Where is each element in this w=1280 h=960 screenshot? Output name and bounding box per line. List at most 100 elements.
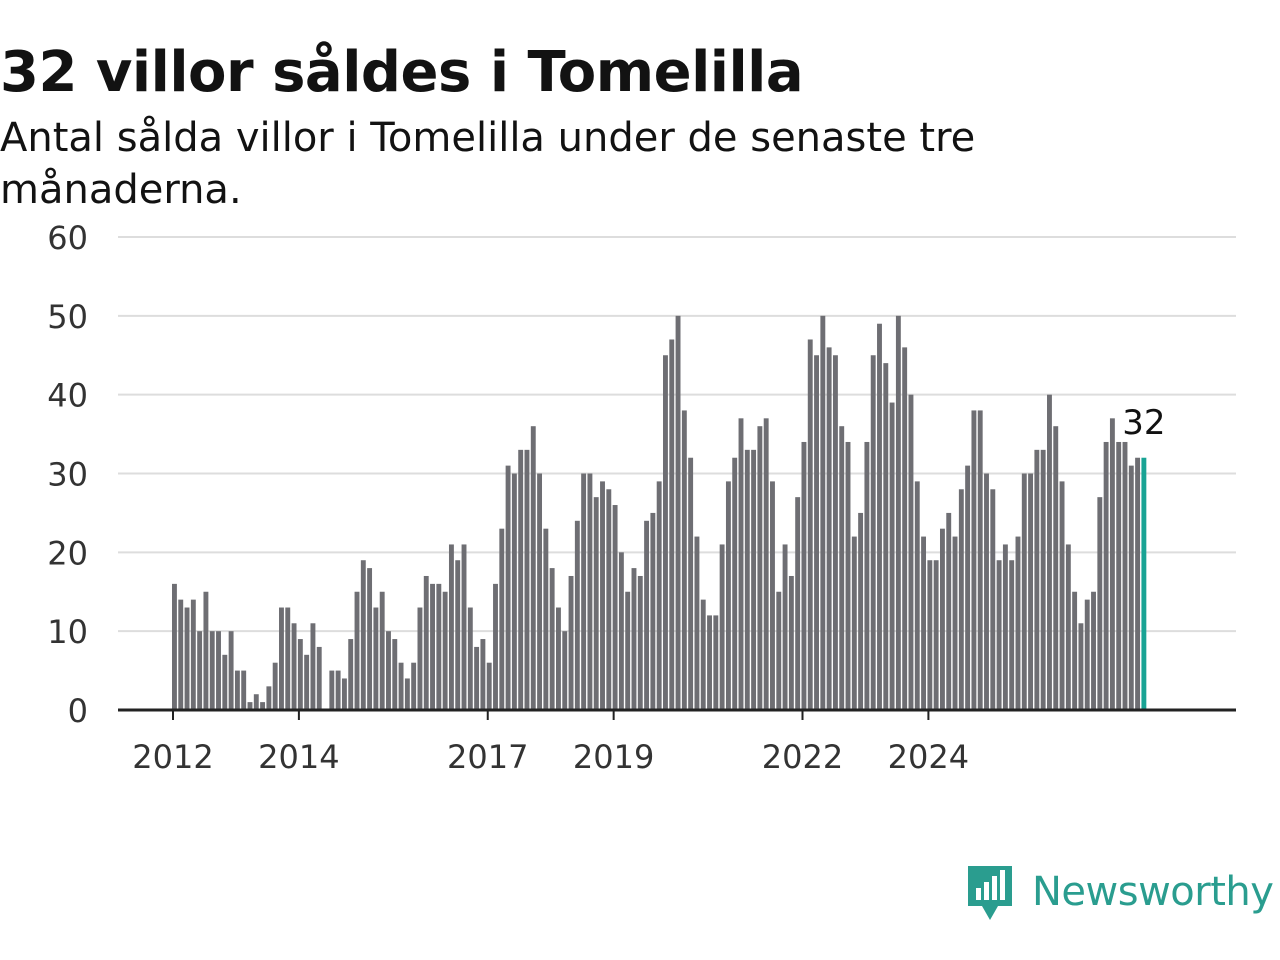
bar: [744, 449, 750, 710]
bar: [222, 654, 228, 710]
bar: [392, 639, 398, 710]
bar: [933, 560, 939, 710]
bar: [688, 457, 694, 710]
bar: [505, 465, 511, 710]
y-axis-labels: 0 10 20 30 40 50 60: [47, 219, 88, 730]
x-tick-label: 2012: [132, 738, 213, 776]
bar: [883, 363, 889, 710]
bar: [467, 607, 473, 710]
bar: [807, 339, 813, 710]
bar: [914, 481, 920, 710]
bar: [285, 607, 291, 710]
bar: [1128, 465, 1134, 710]
y-tick-label: 0: [68, 692, 88, 730]
bar: [329, 670, 335, 710]
bar: [656, 481, 662, 710]
bar: [1084, 599, 1090, 710]
bar: [782, 544, 788, 710]
x-tick-label: 2014: [258, 738, 339, 776]
bar: [436, 583, 442, 710]
x-tick-label: 2019: [573, 738, 654, 776]
bar: [543, 528, 549, 710]
y-tick-label: 20: [47, 534, 88, 572]
bar: [839, 426, 845, 710]
bar: [272, 662, 278, 710]
bar: [1040, 449, 1046, 710]
bar: [379, 591, 385, 710]
bar: [537, 473, 543, 710]
bar: [889, 402, 895, 710]
bar: [474, 646, 480, 710]
bar: [499, 528, 505, 710]
bar: [279, 607, 284, 710]
bar: [184, 607, 190, 710]
bar: [486, 662, 492, 710]
bar: [996, 560, 1002, 710]
bar: [241, 670, 247, 710]
x-tick-label: 2022: [762, 738, 843, 776]
bar: [1135, 457, 1141, 710]
bar-highlight: [1141, 457, 1147, 710]
bar: [568, 575, 574, 710]
bar: [234, 670, 240, 710]
y-tick-label: 10: [47, 613, 88, 651]
bar: [228, 631, 234, 710]
bar: [719, 544, 725, 710]
bar: [556, 607, 561, 710]
bar: [530, 426, 536, 710]
bar: [493, 583, 498, 710]
bar: [965, 465, 971, 710]
bar: [927, 560, 933, 710]
bar: [562, 631, 568, 710]
bar: [832, 355, 838, 710]
bar: [417, 607, 423, 710]
bar-chart: 0 10 20 30 40 50 60 2012 2014 2017 2019 2022 2024 3…: [47, 219, 1236, 776]
bar: [984, 473, 989, 710]
bar: [253, 694, 259, 710]
bar: [1072, 591, 1078, 710]
bar: [637, 575, 643, 710]
bar: [386, 631, 391, 710]
bar: [845, 441, 851, 710]
brand-name: Newsworthy: [1032, 869, 1274, 915]
bar: [820, 315, 826, 710]
bar: [826, 347, 832, 710]
bar: [524, 449, 530, 710]
bars: [172, 315, 1147, 710]
bar: [877, 323, 882, 710]
bar: [694, 536, 700, 710]
bar: [581, 473, 587, 710]
bar: [398, 662, 404, 710]
bar: [367, 568, 373, 710]
bar: [738, 418, 744, 710]
x-tick-label: 2024: [888, 738, 969, 776]
bar: [952, 536, 958, 710]
bar: [335, 670, 341, 710]
bar: [404, 678, 410, 710]
bar: [297, 639, 303, 710]
bar: [921, 536, 927, 710]
bar: [1047, 394, 1052, 710]
bar: [216, 631, 221, 710]
bar: [1091, 591, 1096, 710]
bar: [247, 702, 253, 710]
bar: [725, 481, 731, 710]
bar: [354, 591, 360, 710]
bar: [669, 339, 675, 710]
bar: [411, 662, 417, 710]
bar: [612, 505, 618, 710]
bar: [260, 702, 266, 710]
y-tick-label: 30: [47, 456, 88, 494]
bar: [511, 473, 517, 710]
bar: [618, 552, 624, 710]
bar: [1034, 449, 1040, 710]
y-tick-label: 50: [47, 298, 88, 336]
bar: [442, 591, 448, 710]
bar: [757, 426, 763, 710]
bar: [1116, 441, 1122, 710]
bar: [1028, 473, 1034, 710]
bar: [870, 355, 876, 710]
bar: [814, 355, 819, 710]
bar: [197, 631, 203, 710]
bar: [423, 575, 429, 710]
